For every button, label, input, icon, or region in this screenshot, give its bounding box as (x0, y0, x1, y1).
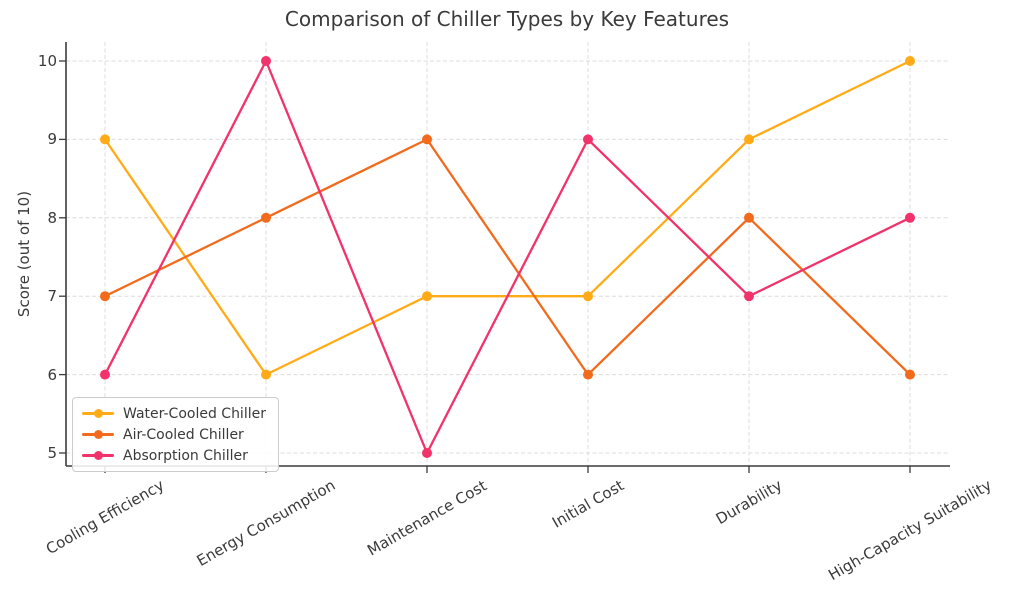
y-tick-label: 7 (47, 287, 57, 306)
legend-label: Absorption Chiller (123, 447, 248, 464)
y-tick-label: 5 (47, 444, 57, 462)
data-point-air-cooled-chiller (261, 212, 271, 223)
data-point-absorption-chiller (905, 212, 915, 223)
chart-title: Comparison of Chiller Types by Key Featu… (284, 7, 730, 31)
legend-item-absorption-chiller: Absorption Chiller (82, 445, 266, 466)
data-point-water-cooled-chiller (905, 56, 915, 66)
y-tick-label: 10 (37, 52, 57, 70)
data-point-air-cooled-chiller (744, 212, 754, 223)
y-tick-label: 6 (47, 365, 57, 384)
legend: Water-Cooled Chiller Air-Cooled Chiller Ab… (72, 397, 279, 472)
legend-marker-air-cooled-chiller (82, 430, 114, 440)
series-line-absorption-chiller (103, 59, 912, 455)
data-point-water-cooled-chiller (261, 369, 271, 380)
y-tick-label: 8 (47, 208, 57, 227)
data-point-absorption-chiller (261, 56, 271, 66)
legend-label: Air-Cooled Chiller (123, 426, 244, 443)
data-point-air-cooled-chiller (100, 291, 110, 302)
data-point-water-cooled-chiller (583, 291, 593, 302)
legend-item-water-cooled-chiller: Water-Cooled Chiller (82, 403, 266, 424)
series-line-air-cooled-chiller (103, 138, 912, 376)
data-point-absorption-chiller (100, 369, 110, 380)
data-point-absorption-chiller (422, 448, 432, 458)
data-point-absorption-chiller (583, 134, 593, 145)
data-point-air-cooled-chiller (422, 134, 432, 145)
legend-dot-icon (93, 451, 103, 460)
legend-dot-icon (93, 409, 103, 418)
legend-marker-water-cooled-chiller (82, 409, 114, 419)
data-point-water-cooled-chiller (100, 134, 110, 145)
data-point-air-cooled-chiller (583, 369, 593, 380)
y-tick-label: 9 (47, 130, 57, 149)
data-point-absorption-chiller (744, 291, 754, 302)
data-point-water-cooled-chiller (422, 291, 432, 302)
data-point-water-cooled-chiller (744, 134, 754, 145)
legend-marker-absorption-chiller (82, 451, 114, 461)
data-point-air-cooled-chiller (905, 369, 915, 380)
legend-item-air-cooled-chiller: Air-Cooled Chiller (82, 424, 266, 445)
legend-label: Water-Cooled Chiller (123, 405, 266, 422)
legend-dot-icon (93, 430, 103, 439)
